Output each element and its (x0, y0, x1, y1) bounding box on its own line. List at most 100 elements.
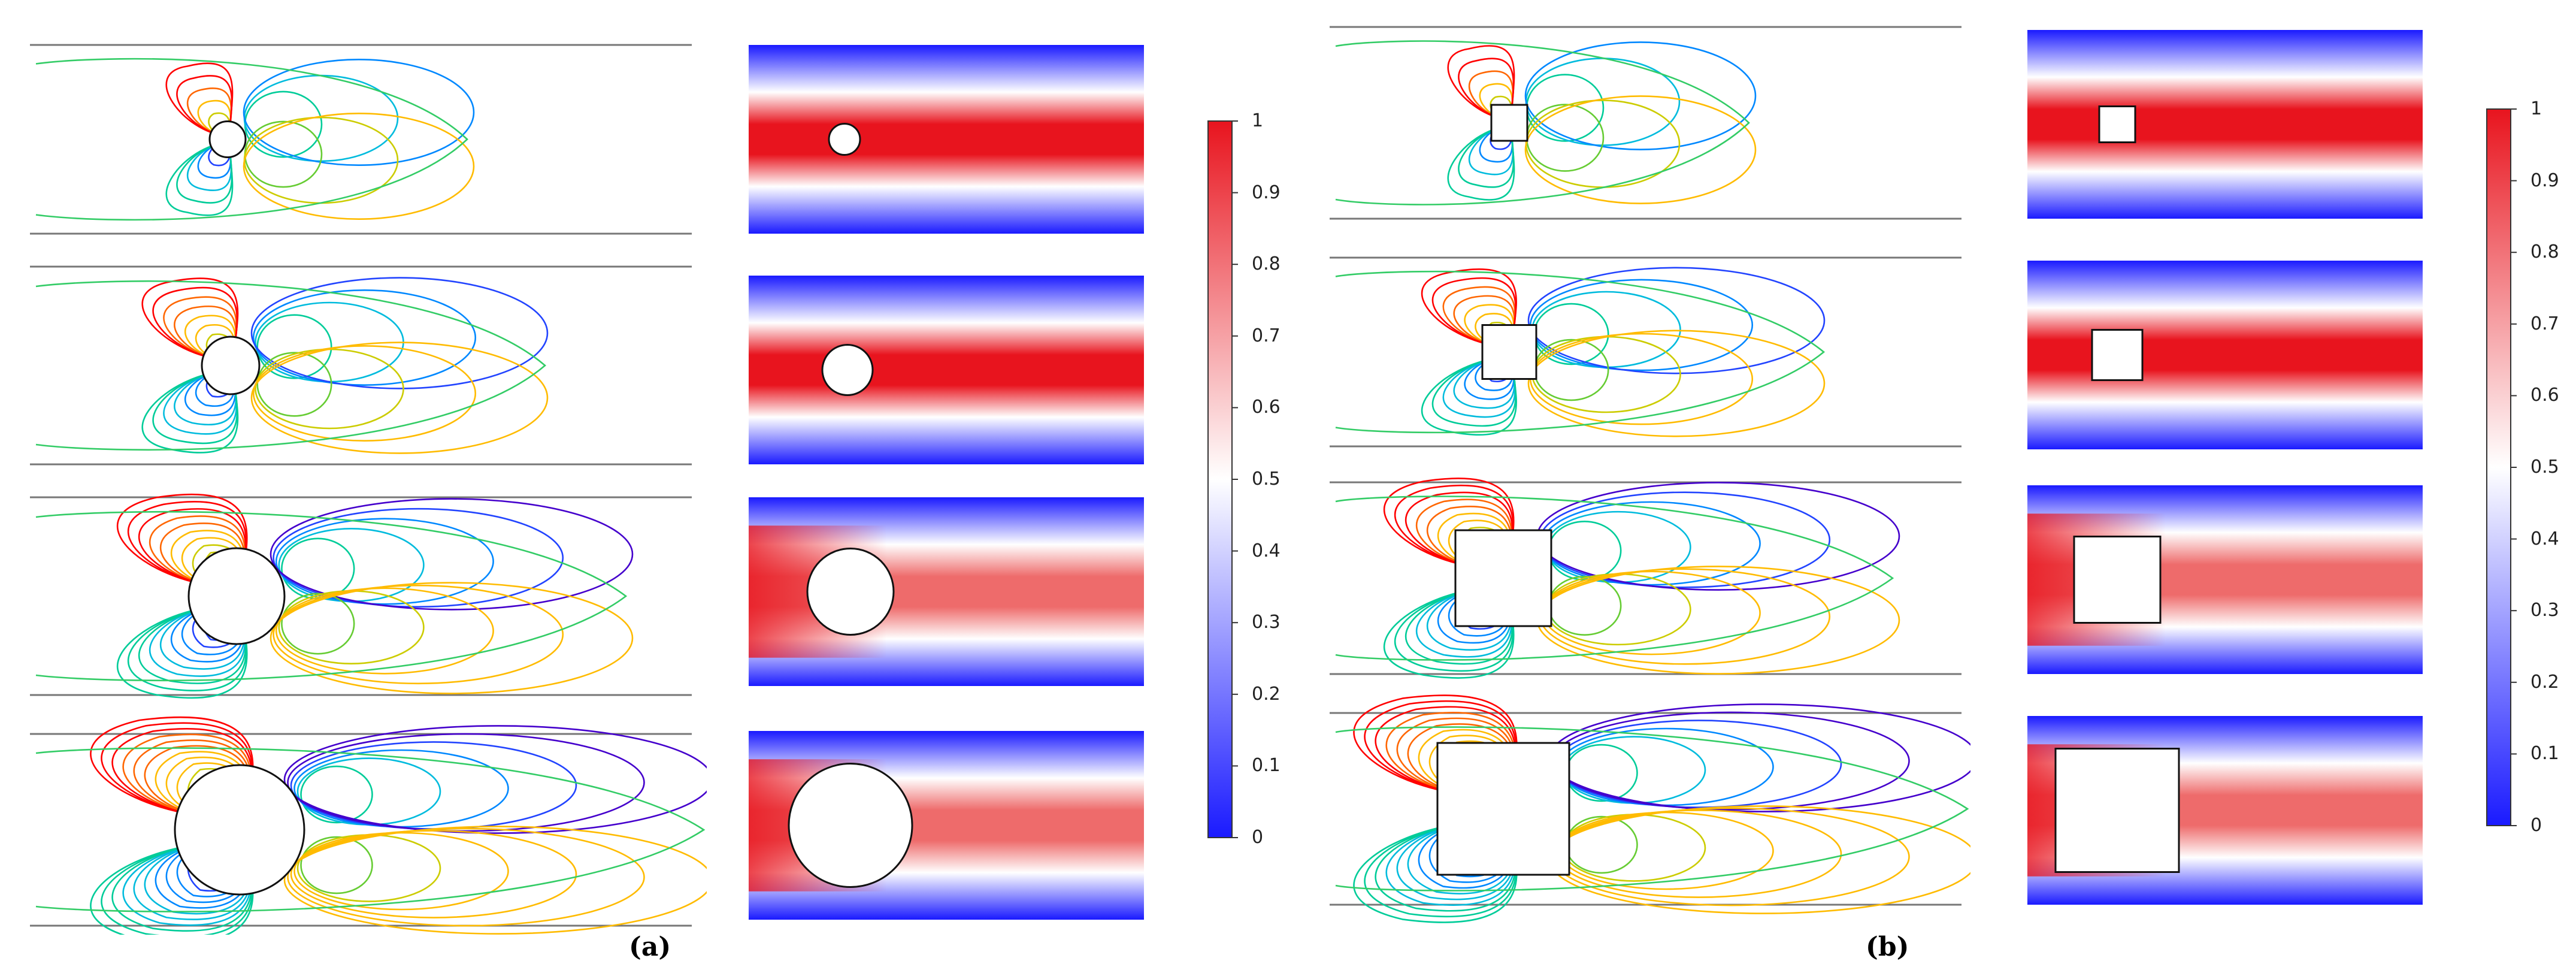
streamline (90, 842, 254, 935)
streamline (244, 120, 323, 188)
streamline (1524, 41, 1757, 150)
streamline (1531, 291, 1681, 368)
velocity-map-3 (2027, 485, 2423, 674)
velocity-map-3 (749, 497, 1144, 686)
streamline-outer (35, 747, 706, 912)
streamline (1383, 587, 1515, 679)
streamline (290, 830, 577, 918)
streamline (300, 765, 373, 824)
velocity-map-1 (749, 45, 1144, 234)
streamline-panel-1 (1330, 26, 1961, 220)
colorbar-tick-label: 0.3 (1252, 612, 1281, 633)
streamline (296, 834, 441, 902)
streamline (290, 741, 577, 830)
square-obstacle (1481, 324, 1537, 380)
velocity-map-4 (749, 731, 1144, 920)
panel-label-b: (b) (1866, 932, 1909, 962)
streamline (1545, 573, 1691, 646)
colorbar-tick-label: 1 (2530, 98, 2542, 119)
square-obstacle (2054, 748, 2180, 873)
streamline (1542, 501, 1761, 586)
streamline-panel-4 (1330, 694, 1970, 923)
streamline-outer (35, 58, 468, 221)
streamline (1529, 279, 1754, 371)
colorbar-tick-label: 0.6 (1252, 397, 1281, 418)
streamline (300, 836, 373, 895)
streamline-panels-a (30, 44, 707, 935)
colorbar-tick-label: 0 (2530, 815, 2542, 836)
colorbar-tick-label: 0.8 (2530, 241, 2559, 263)
colorbar-tick-label: 0.6 (2530, 385, 2559, 406)
streamline (1548, 521, 1622, 581)
colorbar-tick-label: 0.5 (1252, 469, 1281, 490)
streamline (281, 537, 355, 600)
streamline (270, 582, 634, 694)
streamline (243, 59, 475, 166)
streamline-panel-3 (1330, 478, 1961, 679)
streamline (1383, 478, 1515, 570)
streamline-outer (35, 280, 547, 451)
velocity-maps-a (749, 45, 1144, 920)
colorbar-tick-label: 0 (1252, 827, 1264, 848)
velocity-map-2 (749, 276, 1144, 464)
streamline (1555, 809, 1842, 898)
streamline-outer (1335, 270, 1826, 434)
circle-obstacle (828, 123, 861, 156)
colorbar-tick-label: 0.2 (2530, 671, 2559, 693)
streamline (283, 725, 707, 834)
colorbar-a-ticks: 1 0.9 0.8 0.7 0.6 0.5 0.4 0.3 0.2 0.1 0 (1252, 110, 1300, 848)
panel-label-a: (a) (629, 932, 671, 962)
streamline (256, 352, 332, 417)
circle-obstacle (174, 764, 305, 896)
streamline-outer (1335, 40, 1750, 206)
circle-obstacle (821, 344, 874, 396)
colorbar-b-ticks: 1 0.9 0.8 0.7 0.6 0.5 0.4 0.3 0.2 0.1 0 (2530, 98, 2572, 836)
streamline (165, 142, 234, 216)
streamline (1533, 339, 1609, 401)
colorbar-tick-label: 0.1 (2530, 743, 2559, 765)
streamline (273, 507, 564, 608)
colorbar-tick-label: 1 (1252, 110, 1264, 131)
colorbar-tick-label: 0.3 (2530, 600, 2559, 621)
streamline-panel-4 (30, 716, 707, 935)
colorbar-tick-label: 0.9 (1252, 182, 1281, 203)
colorbar-tick-label: 0.4 (2530, 528, 2559, 549)
streamline (116, 493, 248, 588)
streamline-panel-2 (1330, 256, 1961, 448)
streamline (1561, 814, 1706, 882)
streamline (1524, 95, 1757, 204)
streamline (165, 62, 234, 137)
streamline (270, 498, 634, 611)
streamline (252, 345, 477, 442)
streamline (1536, 566, 1900, 675)
square-obstacle (2098, 105, 2136, 143)
circle-obstacle (201, 336, 261, 395)
colorbar-tick-label: 0.8 (1252, 253, 1281, 275)
streamline (1548, 703, 1970, 812)
streamline-panel-3 (30, 493, 692, 699)
streamline (1561, 736, 1706, 804)
colorbar-tick-label: 0.2 (1252, 683, 1281, 705)
square-obstacle (1436, 742, 1570, 876)
velocity-map-4 (2027, 716, 2423, 905)
streamline (116, 605, 248, 699)
streamline (250, 342, 549, 454)
colorbar-b (2486, 108, 2517, 826)
circle-obstacle (788, 763, 913, 888)
circle-obstacle (208, 120, 247, 158)
streamline-outer (1335, 495, 1894, 661)
streamline (250, 277, 549, 389)
streamline (1525, 104, 1605, 172)
streamline (281, 593, 355, 655)
streamline (1527, 267, 1826, 374)
square-obstacle (1454, 529, 1552, 627)
streamline-outer (1335, 726, 1969, 892)
streamline (1555, 720, 1842, 808)
streamline (1447, 125, 1515, 201)
streamline (1527, 330, 1826, 437)
square-obstacle (1490, 104, 1528, 142)
colorbar-gradient (1207, 120, 1233, 838)
streamline (1536, 482, 1900, 591)
square-obstacle (2091, 329, 2144, 381)
colorbar-gradient (2486, 108, 2511, 826)
